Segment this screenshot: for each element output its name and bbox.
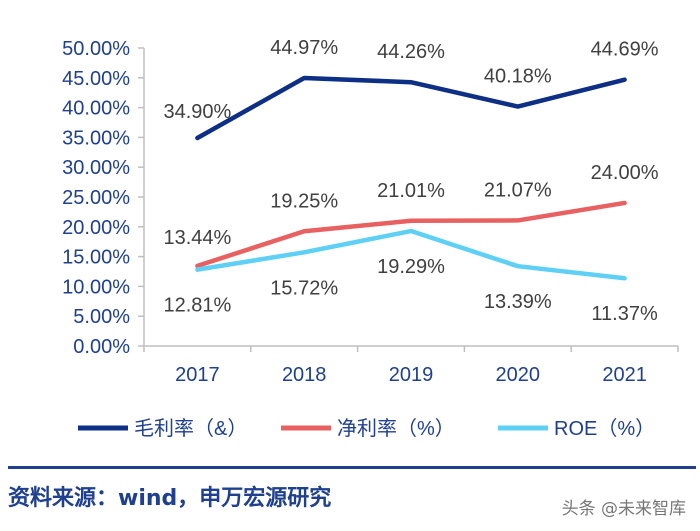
data-label: 44.69% (591, 39, 659, 61)
data-label: 44.26% (377, 41, 445, 63)
y-tick-label: 5.00% (73, 306, 130, 328)
data-label: 34.90% (163, 101, 231, 123)
data-label: 21.07% (484, 179, 552, 201)
watermark: 头条 @未来智库 (561, 499, 686, 519)
legend-label-1: 净利率（%） (337, 417, 455, 440)
series-line-2 (195, 228, 627, 281)
legend-label-0: 毛利率（&） (134, 417, 247, 440)
legend-label-2: ROE（%） (554, 417, 655, 440)
data-label: 19.29% (377, 256, 445, 278)
data-label: 40.18% (484, 66, 552, 88)
data-label: 13.39% (484, 291, 552, 313)
y-axis: 0.00% 5.00% 10.00% 15.00% 20.00% 25.00% 30.00%… (62, 38, 145, 358)
data-label: 24.00% (591, 162, 659, 184)
data-label: 12.81% (163, 295, 231, 317)
y-tick-label: 30.00% (62, 157, 130, 179)
y-tick-label: 35.00% (62, 127, 130, 149)
x-tick-label: 2021 (602, 364, 647, 386)
y-tick-label: 10.00% (62, 276, 130, 298)
y-tick-label: 50.00% (62, 38, 130, 60)
x-tick-label: 2019 (389, 364, 434, 386)
x-axis: 2017 2018 2019 2020 2021 (143, 345, 679, 386)
data-label: 13.44% (163, 227, 231, 249)
line-chart: 0.00% 5.00% 10.00% 15.00% 20.00% 25.00% 30.00%… (62, 37, 679, 440)
x-tick-label: 2018 (282, 364, 327, 386)
data-label: 44.97% (270, 37, 338, 59)
series-line-0 (195, 75, 627, 141)
data-label: 11.37% (591, 303, 658, 325)
legend: 毛利率（&） 净利率（%） ROE（%） (78, 417, 655, 440)
source-note: 资料来源：wind，申万宏源研究 (8, 486, 332, 511)
y-tick-label: 20.00% (62, 217, 130, 239)
series-lines (195, 75, 627, 281)
data-labels: 34.90% 44.97% 44.26% 40.18% 44.69% 13.44% 19.2… (163, 37, 658, 325)
y-tick-label: 45.00% (62, 68, 130, 90)
y-tick-label: 15.00% (62, 247, 130, 269)
series-line-1 (195, 200, 627, 269)
x-tick-label: 2020 (496, 364, 541, 386)
data-label: 19.25% (270, 190, 338, 212)
x-tick-label: 2017 (175, 364, 220, 386)
y-tick-label: 40.00% (62, 98, 130, 120)
footer-divider (8, 466, 696, 469)
y-tick-label: 25.00% (62, 187, 130, 209)
data-label: 15.72% (270, 277, 338, 299)
data-label: 21.01% (377, 180, 445, 202)
y-tick-label: 0.00% (73, 336, 130, 358)
